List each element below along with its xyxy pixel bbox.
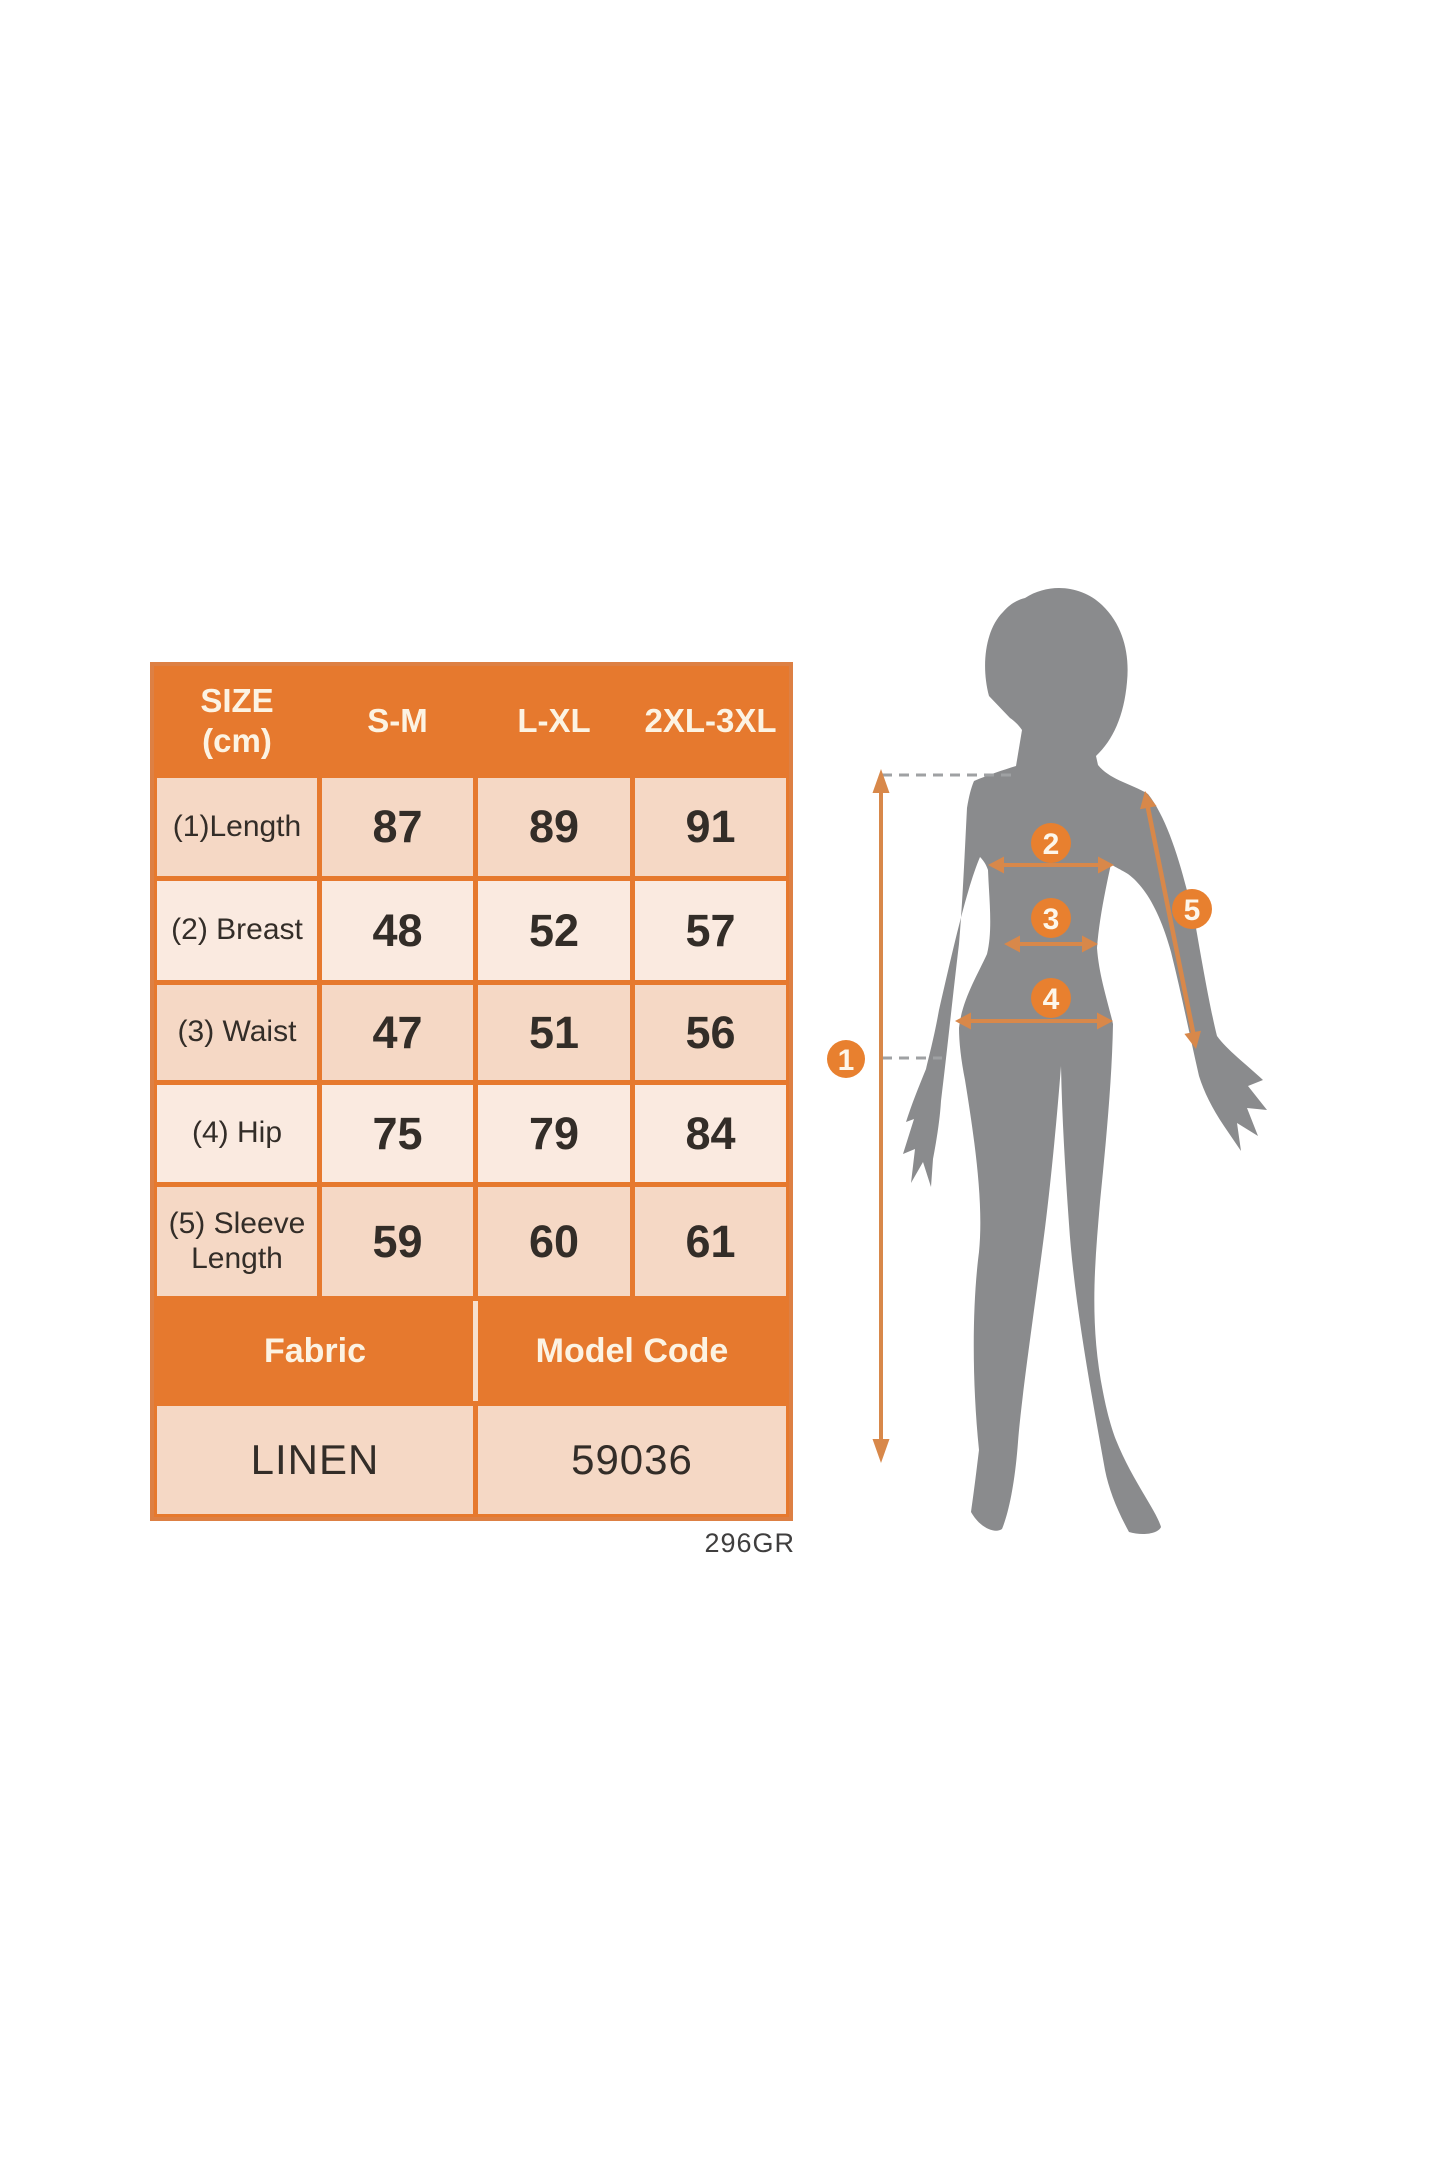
value-length-l-xl: 89 [478, 778, 630, 876]
value-length-2xl-3xl: 91 [635, 778, 786, 876]
size-header-line2: (cm) [202, 722, 272, 759]
value-hip-s-m: 75 [322, 1085, 473, 1182]
value-breast-2xl-3xl: 57 [635, 881, 786, 980]
row-label-length: (1)Length [157, 778, 317, 876]
hip-arrow [955, 1012, 1113, 1030]
value-sleeve-s-m: 59 [322, 1187, 473, 1296]
marker-3-label: 3 [1043, 903, 1060, 936]
marker-4-label: 4 [1043, 983, 1060, 1016]
length-arrow [872, 769, 890, 1463]
marker-1: 1 [827, 1040, 865, 1078]
value-hip-2xl-3xl: 84 [635, 1085, 786, 1182]
value-waist-2xl-3xl: 56 [635, 985, 786, 1080]
column-header-l-xl: L-XL [478, 669, 630, 773]
footnote-code: 296GR [704, 1528, 795, 1558]
fabric-header: Fabric [157, 1301, 473, 1401]
marker-1-label: 1 [838, 1044, 855, 1077]
sleeve-arrow [1140, 791, 1201, 1049]
row-label-breast: (2) Breast [157, 881, 317, 980]
model-code-value: 59036 [478, 1406, 786, 1514]
column-header-s-m: S-M [322, 669, 473, 773]
marker-5: 5 [1172, 889, 1212, 929]
marker-5-label: 5 [1184, 894, 1201, 927]
value-sleeve-2xl-3xl: 61 [635, 1187, 786, 1296]
size-unit-header-cell: SIZE (cm) [157, 669, 317, 773]
value-hip-l-xl: 79 [478, 1085, 630, 1182]
size-header-line1: SIZE [200, 681, 274, 719]
measurement-figure: 1 2 3 4 5 [827, 588, 1267, 1535]
model-code-header: Model Code [478, 1301, 786, 1401]
fabric-value: LINEN [157, 1406, 473, 1514]
waist-arrow [1004, 935, 1098, 953]
row-label-hip: (4) Hip [157, 1085, 317, 1182]
row-label-waist: (3) Waist [157, 985, 317, 1080]
size-table: SIZE (cm) S-M L-XL 2XL-3XL (1)Length 87 … [150, 662, 793, 1521]
value-waist-s-m: 47 [322, 985, 473, 1080]
value-waist-l-xl: 51 [478, 985, 630, 1080]
breast-arrow [988, 856, 1114, 874]
marker-4: 4 [1031, 978, 1071, 1018]
value-breast-s-m: 48 [322, 881, 473, 980]
row-label-sleeve-length: (5) Sleeve Length [157, 1187, 317, 1296]
value-length-s-m: 87 [322, 778, 473, 876]
marker-2-label: 2 [1043, 828, 1060, 861]
column-header-2xl-3xl: 2XL-3XL [635, 669, 786, 773]
marker-2: 2 [1031, 823, 1071, 863]
body-silhouette [903, 588, 1267, 1535]
marker-3: 3 [1031, 898, 1071, 938]
value-sleeve-l-xl: 60 [478, 1187, 630, 1296]
value-breast-l-xl: 52 [478, 881, 630, 980]
